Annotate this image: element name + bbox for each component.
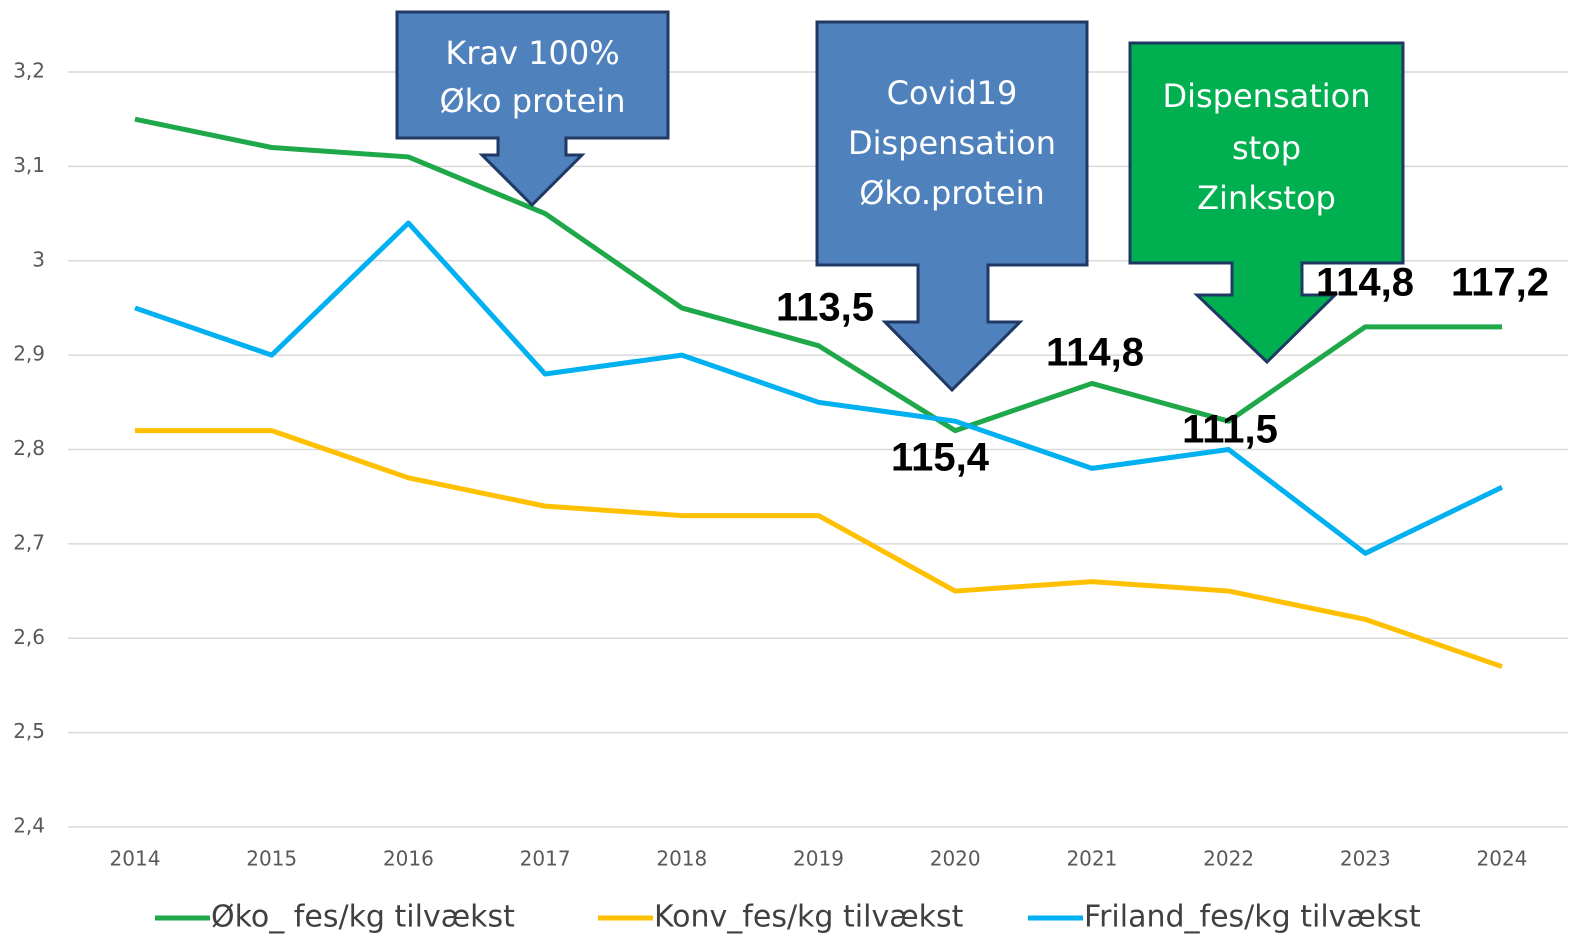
legend-label: Konv_fes/kg tilvækst [654,900,964,935]
x-tick-label: 2024 [1477,847,1528,871]
callout-text: Zinkstop [1197,179,1336,217]
annotation: 114,8 [1316,261,1414,305]
x-tick-label: 2019 [793,847,844,871]
legend-item: Øko_ fes/kg tilvækst [155,900,515,935]
y-tick-label: 2,6 [13,625,45,649]
x-tick-label: 2016 [383,847,434,871]
callout-text: Øko.protein [859,174,1045,212]
x-tick-label: 2023 [1340,847,1391,871]
y-tick-label: 2,8 [13,436,45,460]
y-tick-label: 2,5 [13,719,45,743]
annotation: 115,4 [891,436,990,480]
y-tick-label: 2,9 [13,342,45,366]
x-tick-label: 2021 [1066,847,1117,871]
data-line [135,431,1502,667]
legend-item: Friland_fes/kg tilvækst [1028,900,1421,935]
y-tick-label: 2,7 [13,530,45,554]
legend-label: Øko_ fes/kg tilvækst [211,900,515,935]
x-tick-label: 2020 [930,847,981,871]
callout-text: Dispensation [1162,77,1370,115]
callout-text: Covid19 [887,74,1018,112]
callout-text: Dispensation [848,124,1056,162]
y-tick-label: 3,2 [13,59,45,83]
x-tick-label: 2017 [520,847,571,871]
x-tick-label: 2015 [246,847,297,871]
legend-item: Konv_fes/kg tilvækst [598,900,964,935]
annotation: 114,8 [1046,331,1144,375]
y-tick-label: 3 [32,247,45,271]
page: 2,4 2,5 2,6 2,7 2,8 2,9 3 3,1 3,2 2014 2015 2016 201… [0,0,1573,942]
callout-text: Krav 100% [445,34,619,72]
annotation: 111,5 [1182,408,1278,452]
annotation: 113,5 [776,286,874,330]
callout-text: Øko protein [439,82,625,120]
chart: 2,4 2,5 2,6 2,7 2,8 2,9 3 3,1 3,2 2014 2015 2016 201… [0,0,1573,942]
x-tick-label: 2022 [1203,847,1254,871]
x-tick-label: 2014 [110,847,161,871]
annotation: 117,2 [1451,261,1549,305]
x-tick-label: 2018 [656,847,707,871]
y-tick-label: 3,1 [13,153,45,177]
legend-label: Friland_fes/kg tilvækst [1084,900,1421,935]
y-tick-label: 2,4 [13,814,45,838]
callout-text: stop [1232,129,1301,167]
